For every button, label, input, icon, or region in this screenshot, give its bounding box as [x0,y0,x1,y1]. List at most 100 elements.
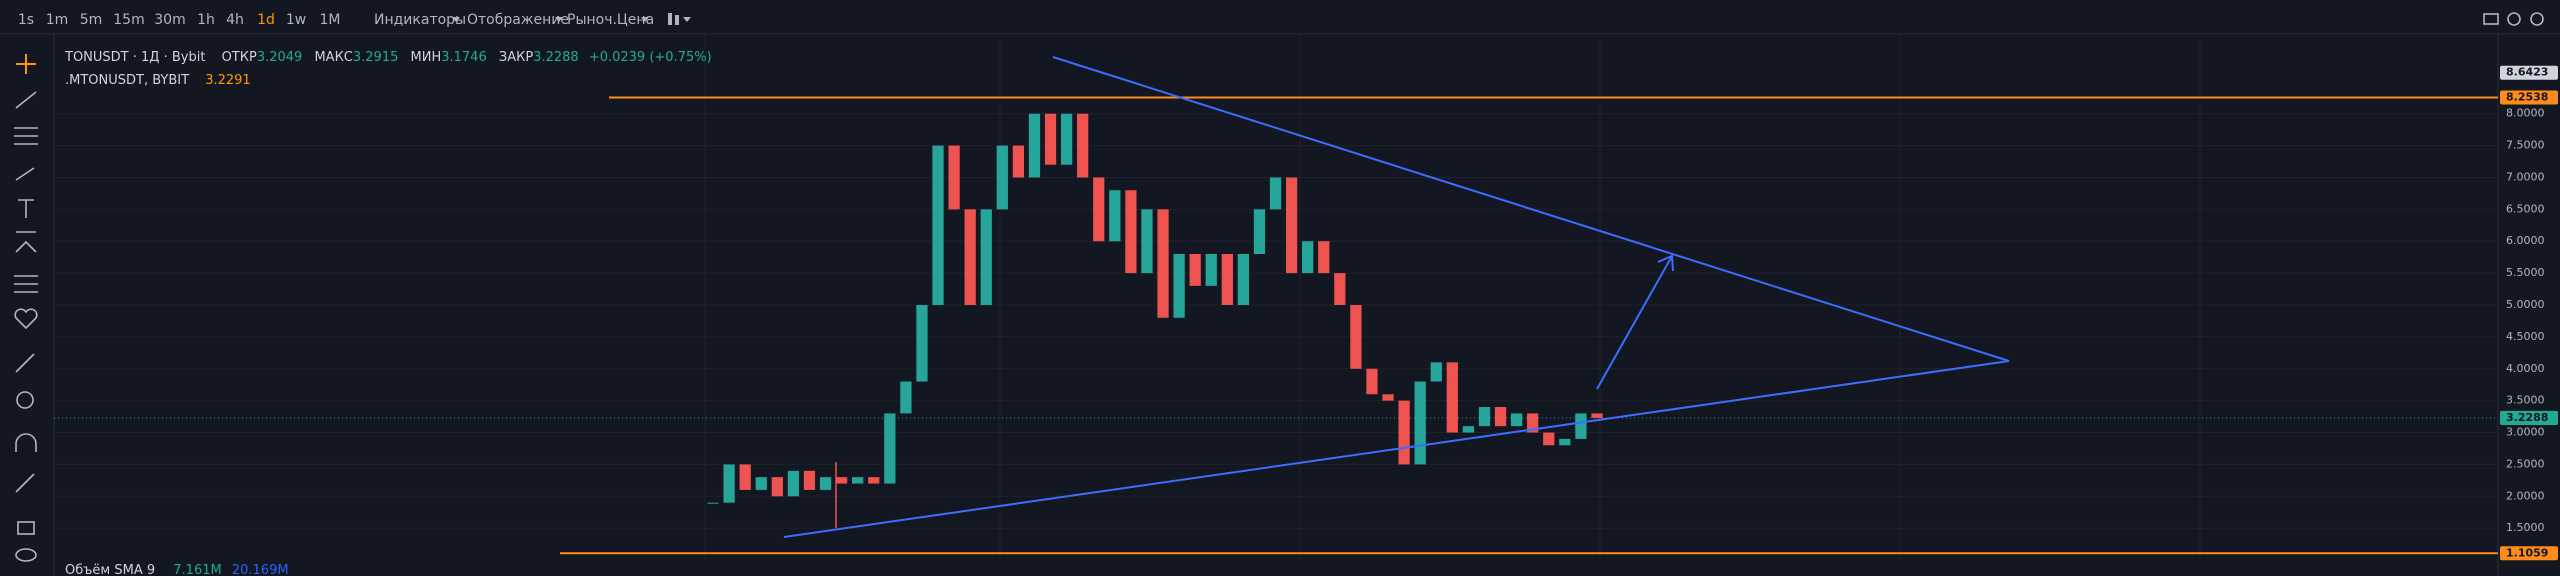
candle [1430,362,1442,382]
candle [1494,407,1507,427]
timeframe-button[interactable]: 1m [46,12,69,28]
drawing-tools[interactable] [14,54,38,562]
candle [1446,362,1458,433]
price-menu[interactable]: Рыноч.Цена [567,12,654,28]
candle [1125,190,1137,274]
indicators-menu[interactable]: Индикаторы [374,12,466,28]
y-tick-label: 7.5000 [2506,139,2545,152]
y-tick-label: 4.5000 [2506,330,2545,343]
candle [1237,253,1250,305]
candle [1221,253,1233,305]
timeframe-button[interactable]: 1s [18,12,34,28]
high-value: 3.2915 [353,50,399,65]
price-badge-label: 1.1059 [2506,546,2548,559]
candle [1285,177,1298,274]
candle [852,477,864,484]
price-badge [2500,410,2558,425]
y-tick-label: 3.0000 [2506,426,2545,439]
legend: TONUSDT · 1Д · Bybit ОТКР3.2049 МАКС3.29… [64,50,712,65]
trendline-upper[interactable] [1052,56,2010,362]
candle [1173,253,1185,318]
open-value: 3.2049 [257,50,303,65]
close-label: ЗАКР [499,50,533,65]
candle [1510,413,1523,427]
candle [1044,113,1057,165]
dropdown-arrow [555,17,563,22]
top-right-icons[interactable] [2483,12,2544,26]
candle [1366,368,1378,395]
candle [707,502,719,504]
volume-value-2: 20.169M [232,563,289,576]
candle [1253,209,1266,254]
candle [1060,113,1073,165]
dropdown-arrow [641,17,649,22]
candle [1028,113,1041,178]
close-value: 3.2288 [533,50,579,65]
vertical-grid [704,34,2201,560]
candle [980,209,992,305]
candle [755,477,767,490]
timeframe-button[interactable]: 1M [320,12,341,28]
y-tick-label: 7.0000 [2506,170,2545,183]
candle [1414,381,1426,465]
candle [1077,113,1089,178]
change-value: +0.0239 (+0.75%) [589,50,712,65]
open-label: ОТКР [222,50,257,65]
candle [1462,426,1475,433]
candle [1591,413,1603,418]
candle [1559,438,1571,446]
candle [723,464,735,503]
display-menu[interactable]: Отображение [467,12,569,28]
timeframe-button[interactable]: 15m [113,12,144,28]
candle [1334,273,1346,305]
y-tick-label: 6.5000 [2506,202,2545,215]
projection-arrow[interactable] [1596,254,1674,390]
index-legend: .MTONUSDT, BYBIT 3.2291 [65,73,251,88]
chart-style-button[interactable] [668,13,691,25]
price-badge-label: 8.2538 [2506,91,2548,104]
index-symbol: .MTONUSDT, BYBIT [65,73,189,88]
y-tick-label: 5.5000 [2506,266,2545,279]
candle [1141,209,1153,274]
candle [1109,190,1121,242]
y-tick-label: 6.0000 [2506,234,2545,247]
candle [739,464,751,490]
candle [900,381,912,414]
timeframe-button[interactable]: 5m [80,12,103,28]
trendline-lower[interactable] [783,360,2010,538]
price-badge [2500,90,2558,105]
candle [1012,145,1025,178]
timeframe-button[interactable]: 1w [286,12,306,28]
candle [1157,209,1169,318]
candle [1269,177,1282,210]
timeframe-button[interactable]: 1d [257,12,275,28]
candle [1093,177,1105,242]
candle [803,470,816,490]
symbol: TONUSDT · 1Д · Bybit [64,50,205,65]
candle [1302,241,1314,274]
y-tick-label: 2.0000 [2506,489,2545,502]
candle [1350,305,1362,369]
candle [932,145,944,305]
candle [996,145,1008,210]
y-tick-label: 1.5000 [2506,521,2545,534]
low-value: 3.1746 [441,50,487,65]
timeframe-bar: 1s 1m 5m 15m 30m 1h 4h 1d 1w 1M [18,12,341,28]
timeframe-button[interactable]: 4h [226,12,244,28]
volume-label: Объём SMA 9 [65,563,155,576]
y-tick-label: 8.0000 [2506,107,2545,120]
candle [835,477,848,484]
dropdown-arrow [452,17,460,22]
index-value: 3.2291 [205,73,251,88]
candle [1543,432,1555,446]
y-tick-label: 4.0000 [2506,362,2545,375]
candle [884,413,896,484]
timeframe-button[interactable]: 30m [154,12,185,28]
candle [1382,394,1394,401]
y-tick-label: 5.0000 [2506,298,2545,311]
y-tick-label: 2.5000 [2506,457,2545,470]
price-badge [2500,65,2558,80]
timeframe-button[interactable]: 1h [197,12,215,28]
